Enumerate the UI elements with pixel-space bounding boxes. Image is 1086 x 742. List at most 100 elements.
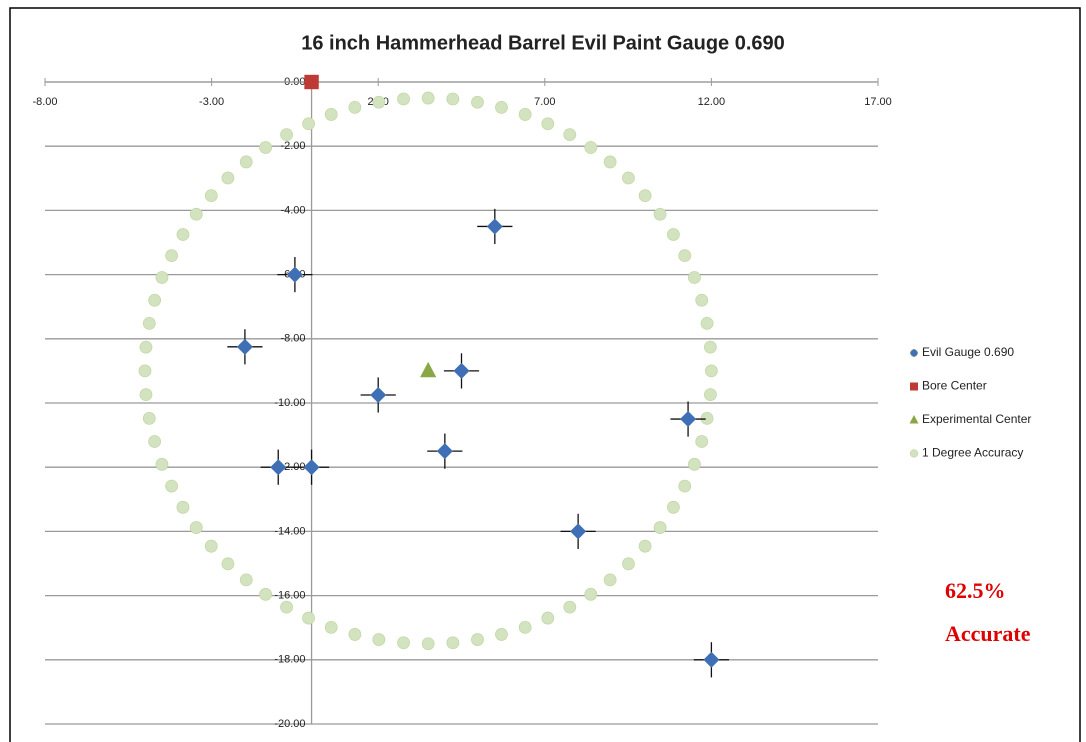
circle bbox=[653, 207, 667, 221]
frame bbox=[9, 7, 1081, 742]
circle bbox=[471, 95, 484, 109]
point bbox=[155, 271, 169, 284]
point bbox=[622, 171, 635, 185]
point bbox=[427, 433, 463, 469]
point bbox=[293, 449, 330, 485]
diamond bbox=[236, 338, 253, 355]
point bbox=[142, 412, 156, 425]
y-tick-label: -10.00 bbox=[274, 397, 305, 409]
point bbox=[471, 95, 484, 109]
diamond bbox=[453, 362, 470, 379]
circle bbox=[704, 388, 717, 402]
circle bbox=[688, 457, 701, 471]
circle bbox=[139, 388, 153, 402]
circle bbox=[495, 100, 508, 114]
point bbox=[541, 117, 555, 131]
circle bbox=[324, 108, 338, 121]
y-tick-label: -20.00 bbox=[274, 718, 305, 730]
point bbox=[446, 636, 460, 650]
point bbox=[471, 633, 484, 646]
point bbox=[139, 340, 153, 354]
circle bbox=[688, 271, 701, 284]
circle bbox=[667, 500, 680, 514]
circle bbox=[700, 316, 714, 330]
point bbox=[688, 457, 701, 471]
circle bbox=[584, 141, 598, 154]
circle bbox=[622, 171, 635, 185]
circle bbox=[259, 587, 272, 601]
triangle bbox=[909, 415, 919, 424]
circle bbox=[148, 435, 162, 448]
circle bbox=[653, 521, 667, 534]
point bbox=[622, 557, 635, 571]
point bbox=[260, 449, 296, 485]
diamond bbox=[303, 459, 320, 476]
circle bbox=[678, 479, 692, 493]
point bbox=[584, 141, 598, 154]
point bbox=[155, 457, 169, 471]
point bbox=[667, 500, 680, 514]
circle bbox=[280, 128, 293, 142]
point bbox=[204, 189, 218, 203]
point bbox=[324, 620, 338, 634]
circle bbox=[603, 573, 617, 587]
diamond bbox=[703, 651, 720, 668]
point bbox=[360, 377, 396, 413]
triangle bbox=[420, 361, 437, 378]
point bbox=[302, 117, 315, 131]
point bbox=[704, 340, 717, 354]
point bbox=[695, 435, 709, 448]
circle bbox=[584, 587, 598, 601]
x-tick-label: -8.00 bbox=[32, 96, 57, 108]
circle bbox=[221, 557, 235, 571]
circle bbox=[397, 636, 410, 650]
x-tick-label: -3.00 bbox=[199, 96, 224, 108]
circle bbox=[678, 249, 692, 263]
point bbox=[704, 388, 717, 402]
circle bbox=[155, 271, 169, 284]
point bbox=[165, 249, 179, 263]
circle bbox=[189, 521, 203, 534]
point bbox=[584, 587, 598, 601]
point bbox=[695, 293, 709, 307]
circle bbox=[471, 633, 484, 646]
legend-marker bbox=[909, 449, 919, 458]
point bbox=[142, 316, 156, 330]
circle bbox=[372, 95, 386, 109]
circle bbox=[638, 189, 652, 203]
point bbox=[239, 155, 253, 169]
point bbox=[495, 628, 508, 641]
y-tick-label: -4.00 bbox=[280, 204, 305, 216]
point bbox=[372, 633, 386, 646]
point bbox=[560, 513, 596, 549]
circle bbox=[638, 539, 652, 553]
circle bbox=[563, 128, 577, 142]
point bbox=[176, 500, 190, 514]
point bbox=[227, 329, 263, 365]
y-tick-label: -8.00 bbox=[280, 333, 305, 345]
point bbox=[446, 92, 460, 106]
point bbox=[148, 435, 162, 448]
y-tick-label: -14.00 bbox=[274, 525, 305, 537]
point bbox=[603, 573, 617, 587]
point bbox=[670, 401, 706, 437]
point bbox=[693, 642, 729, 678]
point bbox=[277, 257, 313, 293]
diamond bbox=[570, 523, 587, 540]
point bbox=[688, 271, 701, 284]
y-tick-label: -18.00 bbox=[274, 654, 305, 666]
circle bbox=[142, 316, 156, 330]
diamond bbox=[436, 443, 453, 460]
legend-label: Evil Gauge 0.690 bbox=[922, 345, 1014, 359]
circle bbox=[421, 91, 435, 105]
circle bbox=[563, 600, 577, 614]
point bbox=[221, 171, 235, 185]
circle bbox=[667, 228, 680, 241]
circle bbox=[239, 155, 253, 169]
point bbox=[259, 141, 272, 154]
circle bbox=[348, 100, 362, 114]
point bbox=[239, 573, 253, 587]
circle bbox=[622, 557, 635, 571]
